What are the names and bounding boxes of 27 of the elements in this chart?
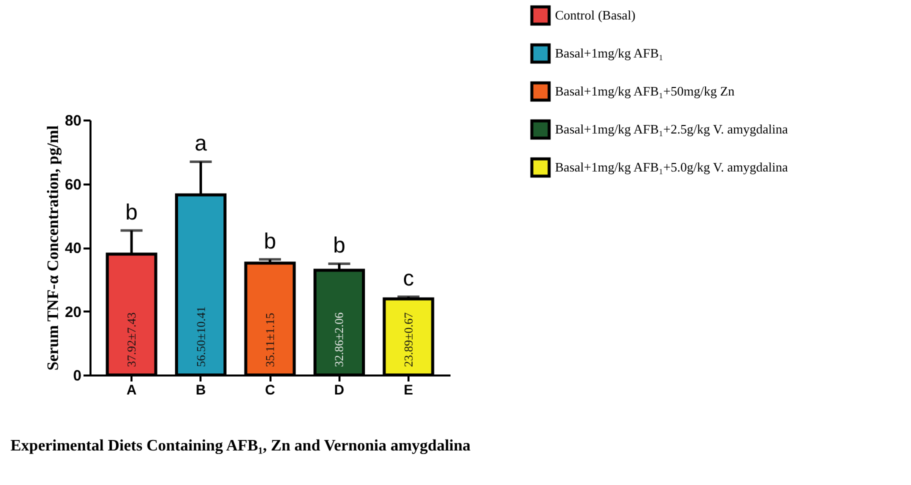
data-label: 35.11±1.15 — [263, 312, 277, 367]
x-tick-label: C — [264, 382, 276, 398]
annotation: a — [194, 130, 208, 156]
x-tick-label: B — [196, 382, 206, 398]
data-label: 37.92±7.43 — [124, 312, 139, 367]
y-axis-title: Serum TNF-α Concentration, pg/ml — [44, 124, 62, 371]
y-tick-label: 20 — [64, 304, 82, 321]
y-tick-label: 60 — [64, 176, 82, 194]
annotation: b — [264, 228, 276, 254]
data-label: 56.50±10.41 — [194, 306, 208, 367]
annotation: b — [333, 232, 346, 258]
x-axis-title: Experimental Diets Containing AFB₁, Zn and Vernonia amygdalina — [10, 438, 470, 454]
annotation: b — [125, 199, 138, 224]
legend-label: Basal+1mg/kg AFB₁+50mg/kg Zn — [555, 84, 736, 98]
data-label: 23.89±0.67 — [401, 312, 416, 367]
x-tick-label: D — [334, 382, 344, 398]
x-tick-label: A — [126, 382, 137, 398]
y-tick-label: 40 — [64, 240, 82, 257]
legend-label: Basal+1mg/kg AFB₁+2.5g/kg V. amygdalina — [555, 122, 788, 136]
legend-label: Control (Basal) — [555, 8, 636, 22]
data-label: 32.86±2.06 — [332, 312, 346, 367]
y-tick-label: 0 — [73, 368, 82, 384]
x-tick-label: E — [404, 382, 414, 398]
legend-label: Basal+1mg/kg AFB₁+5.0g/kg V. amygdalina — [555, 160, 788, 174]
y-tick-label: 80 — [64, 112, 82, 130]
annotation: c — [402, 266, 414, 291]
legend-label: Basal+1mg/kg AFB₁ — [555, 46, 664, 60]
